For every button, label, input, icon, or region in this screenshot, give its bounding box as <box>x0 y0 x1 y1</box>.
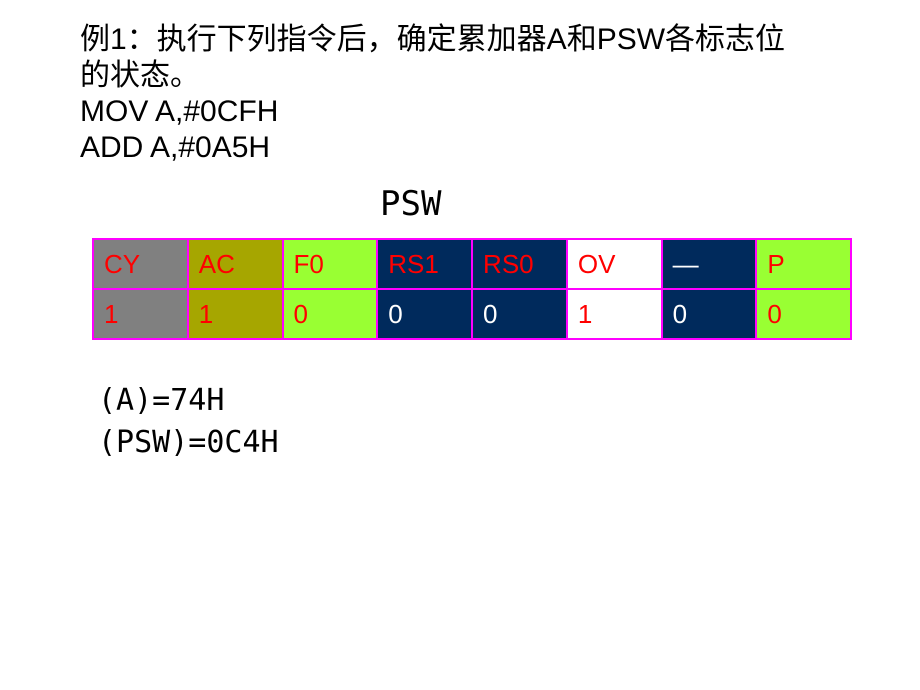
psw-value-dash: 0 <box>662 289 757 339</box>
psw-header-ov: OV <box>567 239 662 289</box>
psw-header-dash: — <box>662 239 757 289</box>
psw-value-ov: 1 <box>567 289 662 339</box>
psw-value-row: 1 1 0 0 0 1 0 0 <box>93 289 851 339</box>
problem-line3: MOV A,#0CFH <box>80 94 840 130</box>
psw-table: CY AC F0 RS1 RS0 OV — P 1 1 0 0 0 1 0 0 <box>92 238 852 340</box>
problem-line1: 例1：执行下列指令后，确定累加器A和PSW各标志位 <box>80 22 840 58</box>
psw-header-ac: AC <box>188 239 283 289</box>
psw-value-f0: 0 <box>283 289 378 339</box>
result-a: (A)=74H <box>98 380 840 422</box>
psw-heading: PSW <box>380 184 840 224</box>
result-psw: (PSW)=0C4H <box>98 422 840 464</box>
psw-header-f0: F0 <box>283 239 378 289</box>
problem-line2: 的状态。 <box>80 58 840 94</box>
psw-value-p: 0 <box>756 289 851 339</box>
psw-header-rs0: RS0 <box>472 239 567 289</box>
problem-text: 例1：执行下列指令后，确定累加器A和PSW各标志位 的状态。 MOV A,#0C… <box>80 22 840 166</box>
psw-header-cy: CY <box>93 239 188 289</box>
psw-value-rs1: 0 <box>377 289 472 339</box>
problem-line4: ADD A,#0A5H <box>80 130 840 166</box>
psw-value-rs0: 0 <box>472 289 567 339</box>
psw-value-ac: 1 <box>188 289 283 339</box>
psw-header-rs1: RS1 <box>377 239 472 289</box>
result-block: (A)=74H (PSW)=0C4H <box>98 380 840 464</box>
psw-header-p: P <box>756 239 851 289</box>
psw-header-row: CY AC F0 RS1 RS0 OV — P <box>93 239 851 289</box>
psw-value-cy: 1 <box>93 289 188 339</box>
